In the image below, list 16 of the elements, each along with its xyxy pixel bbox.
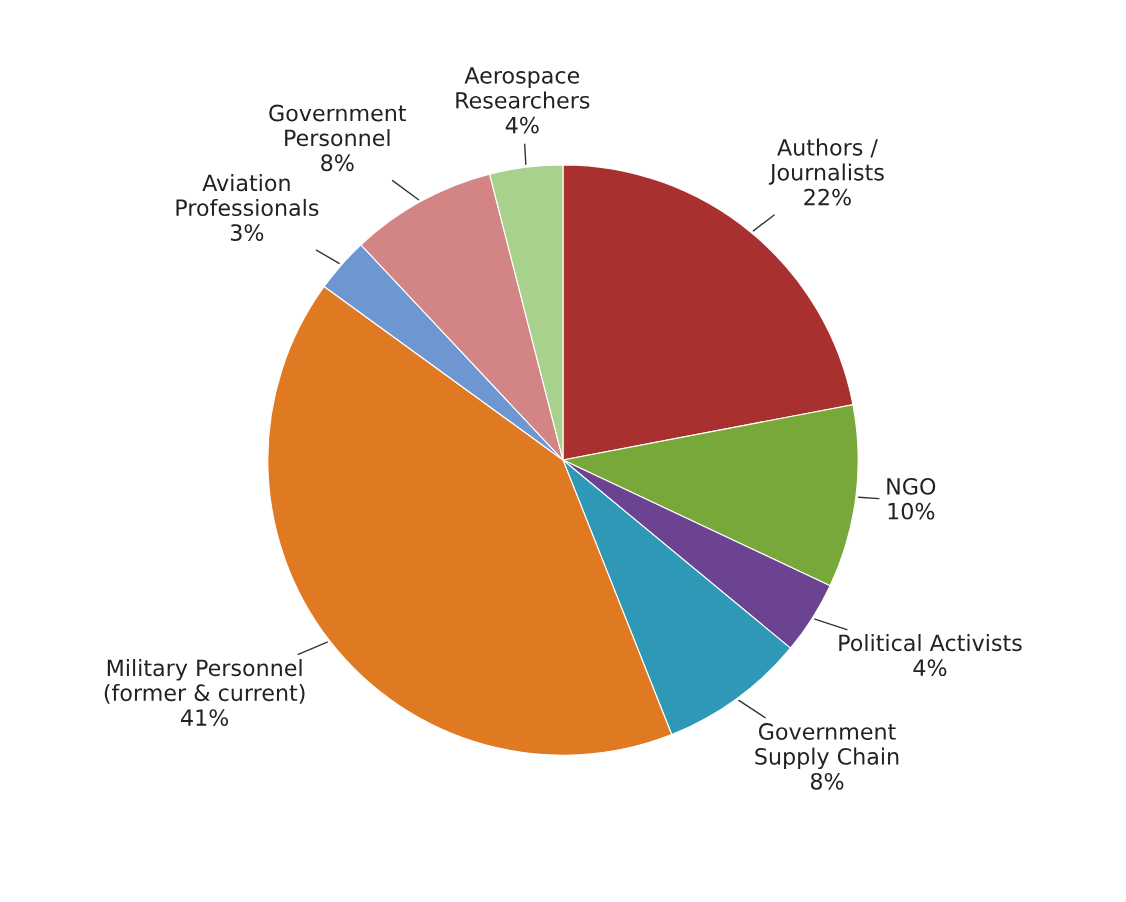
data-label: 8% xyxy=(810,772,844,790)
data-label: 8% xyxy=(321,154,354,172)
slice-label: NGO xyxy=(887,477,936,495)
slice-label: Government Personnel xyxy=(269,104,407,147)
slice-label: Military Personnel (former & current) xyxy=(104,659,305,704)
data-label: 41% xyxy=(181,709,229,727)
data-label: 4% xyxy=(913,659,947,677)
slice-label: Authors / Journalists xyxy=(768,138,884,185)
data-label: 10% xyxy=(888,502,935,520)
slice-label: Government Supply Chain xyxy=(755,723,899,770)
slice-label: Political Activists xyxy=(839,634,1022,652)
slice-label: Aviation Professionals xyxy=(176,174,319,217)
data-label: 22% xyxy=(804,188,851,206)
data-label: 4% xyxy=(505,116,539,134)
data-label: 3% xyxy=(230,224,264,241)
slice-label: Aerospace Researchers xyxy=(456,67,590,109)
